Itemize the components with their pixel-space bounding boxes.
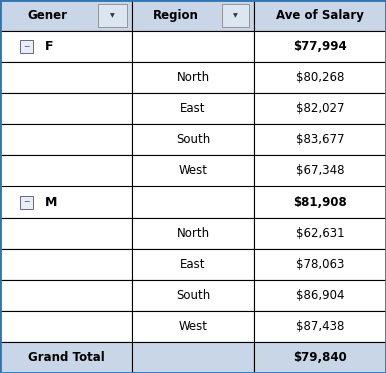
Text: West: West	[178, 320, 208, 333]
Bar	[254, 342, 386, 373]
Text: M: M	[45, 195, 57, 209]
Bar	[254, 0, 386, 31]
Text: $82,027: $82,027	[296, 102, 344, 115]
Bar	[132, 156, 254, 186]
Bar	[20, 40, 33, 53]
Bar	[0, 311, 132, 342]
Bar	[254, 31, 386, 62]
Text: East: East	[180, 102, 206, 115]
Text: $79,840: $79,840	[293, 351, 347, 364]
Bar	[254, 186, 386, 217]
Bar	[132, 186, 254, 217]
Text: $62,631: $62,631	[296, 227, 344, 239]
Bar	[0, 93, 132, 124]
Text: $81,908: $81,908	[293, 195, 347, 209]
Bar	[132, 249, 254, 280]
Text: −: −	[23, 42, 30, 51]
Text: $77,994: $77,994	[293, 40, 347, 53]
Text: $78,063: $78,063	[296, 258, 344, 271]
Bar	[132, 280, 254, 311]
Text: F: F	[45, 40, 53, 53]
Bar	[132, 342, 254, 373]
Bar	[132, 217, 254, 249]
Bar	[254, 280, 386, 311]
Bar	[254, 311, 386, 342]
Bar	[254, 217, 386, 249]
Bar	[254, 124, 386, 156]
Bar	[0, 0, 132, 31]
Bar	[254, 93, 386, 124]
Text: North: North	[176, 227, 210, 239]
Bar	[132, 62, 254, 93]
Bar	[132, 93, 254, 124]
Text: −: −	[23, 198, 30, 207]
Bar	[254, 156, 386, 186]
Text: South: South	[176, 289, 210, 302]
Bar	[254, 249, 386, 280]
Bar	[20, 195, 33, 209]
Bar	[0, 186, 132, 217]
Text: ▼: ▼	[110, 13, 115, 18]
Text: $87,438: $87,438	[296, 320, 344, 333]
Text: $83,677: $83,677	[296, 134, 344, 146]
Bar	[132, 0, 254, 31]
Bar	[222, 4, 249, 27]
Bar	[0, 249, 132, 280]
Bar	[0, 342, 132, 373]
Text: Grand Total: Grand Total	[28, 351, 104, 364]
Text: $67,348: $67,348	[296, 164, 344, 178]
Bar	[0, 62, 132, 93]
Bar	[0, 217, 132, 249]
Text: Ave of Salary: Ave of Salary	[276, 9, 364, 22]
Bar	[0, 280, 132, 311]
Bar	[0, 156, 132, 186]
Bar	[132, 31, 254, 62]
Text: ▼: ▼	[233, 13, 238, 18]
Bar	[0, 124, 132, 156]
Bar	[132, 311, 254, 342]
Bar	[0, 31, 132, 62]
Text: South: South	[176, 134, 210, 146]
Bar	[132, 124, 254, 156]
Text: $80,268: $80,268	[296, 71, 344, 84]
Text: North: North	[176, 71, 210, 84]
Text: East: East	[180, 258, 206, 271]
Text: Region: Region	[153, 9, 199, 22]
Bar	[98, 4, 127, 27]
Text: Gener: Gener	[27, 9, 68, 22]
Bar	[254, 62, 386, 93]
Text: West: West	[178, 164, 208, 178]
Text: $86,904: $86,904	[296, 289, 344, 302]
